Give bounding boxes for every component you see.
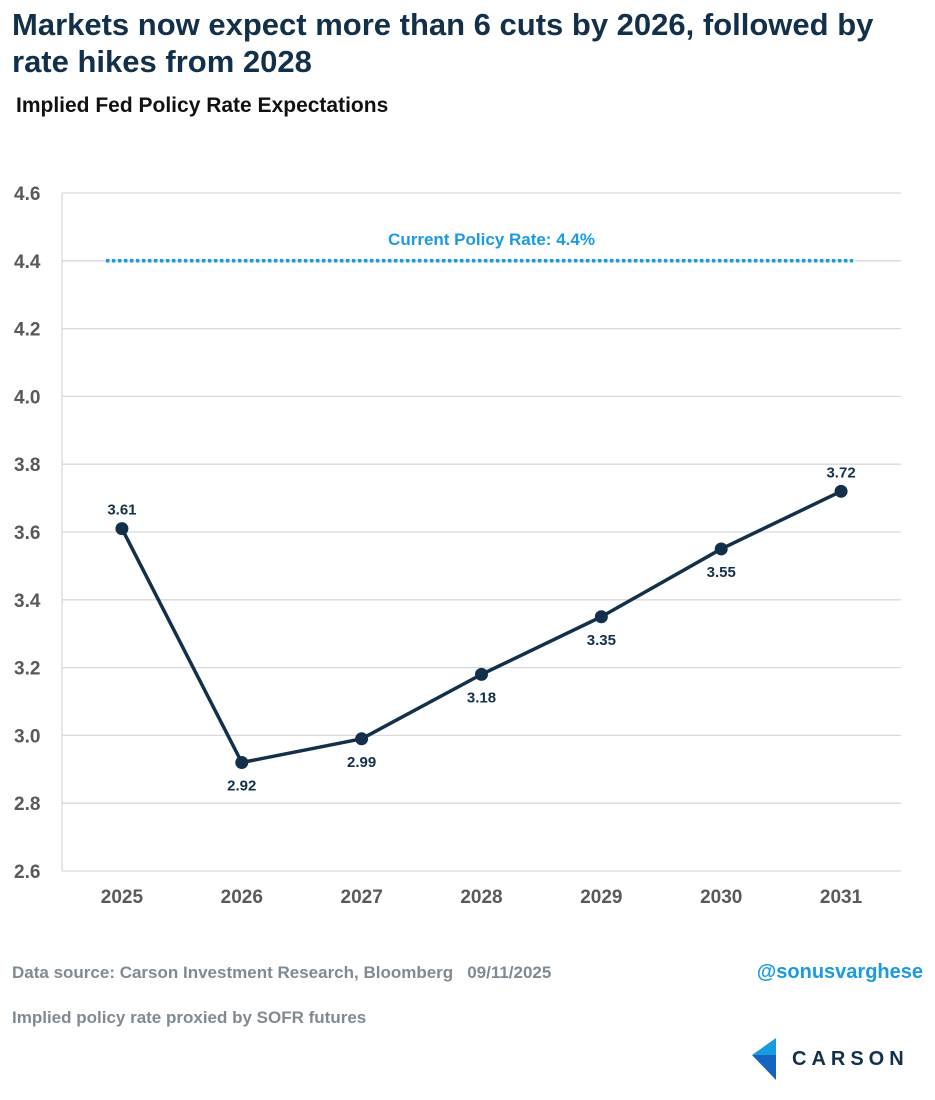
data-point [475, 667, 488, 681]
y-tick-label: 4.6 [14, 184, 40, 205]
twitter-handle[interactable]: @sonusvarghese [756, 961, 923, 983]
policy-rate-line-chart: 2.62.83.03.23.43.63.84.04.24.44.6 2025 20… [14, 184, 901, 908]
y-tick-label: 4.4 [14, 252, 41, 273]
current-policy-rate-label: Current Policy Rate: 4.4% [388, 230, 595, 249]
data-source-text: Data source: Carson Investment Research,… [12, 963, 454, 982]
x-axis-ticks: 2025 2026 2027 2028 2029 2030 2031 [101, 887, 863, 908]
data-point [714, 542, 728, 556]
y-tick-label: 3.2 [14, 659, 40, 680]
y-axis-ticks: 2.6 2.8 3.0 3.2 3.4 3.6 3.8 4.0 4.2 4.4 4.6 [14, 184, 41, 883]
data-labels: 3.61 2.92 2.99 3.18 3.35 3.55 3.72 [107, 464, 855, 794]
methodology-note: Implied policy rate proxied by SOFR futu… [12, 1008, 367, 1027]
carson-logo: CARSON [752, 1038, 909, 1080]
data-source-footer: Data source: Carson Investment Research,… [12, 963, 551, 983]
data-label: 3.55 [707, 564, 736, 581]
y-tick-label: 2.8 [14, 794, 40, 815]
chart-subtitle: Implied Fed Policy Rate Expectations [16, 94, 389, 117]
x-tick-label: 2029 [580, 887, 622, 908]
data-label: 3.61 [107, 502, 136, 519]
data-point [355, 732, 369, 746]
data-label: 2.99 [347, 754, 376, 771]
reference-line-group: Current Policy Rate: 4.4% [105, 230, 854, 263]
y-tick-label: 3.6 [14, 523, 40, 544]
x-tick-label: 2028 [460, 887, 502, 908]
data-point [594, 610, 608, 624]
carson-logo-icon [752, 1038, 776, 1080]
x-tick-label: 2025 [101, 887, 144, 908]
y-tick-label: 3.0 [14, 726, 40, 747]
x-tick-label: 2030 [700, 887, 742, 908]
data-label: 3.18 [467, 689, 496, 706]
y-tick-label: 2.6 [14, 862, 40, 883]
data-label: 2.92 [227, 778, 256, 795]
x-tick-label: 2026 [221, 887, 263, 908]
x-tick-label: 2031 [820, 887, 863, 908]
data-point [834, 484, 848, 498]
data-date: 09/11/2025 [467, 963, 552, 982]
data-point [235, 756, 249, 770]
y-tick-label: 3.8 [14, 455, 40, 476]
y-tick-label: 4.2 [14, 320, 40, 341]
series-group [115, 484, 848, 770]
data-point [115, 522, 129, 536]
y-tick-label: 3.4 [14, 591, 41, 612]
chart-title: Markets now expect more than 6 cuts by 2… [12, 7, 874, 79]
y-tick-label: 4.0 [14, 387, 40, 408]
gridlines [61, 192, 901, 872]
carson-logo-text: CARSON [792, 1047, 909, 1070]
x-tick-label: 2027 [341, 887, 383, 908]
data-label: 3.72 [826, 464, 855, 481]
data-label: 3.35 [587, 632, 616, 649]
